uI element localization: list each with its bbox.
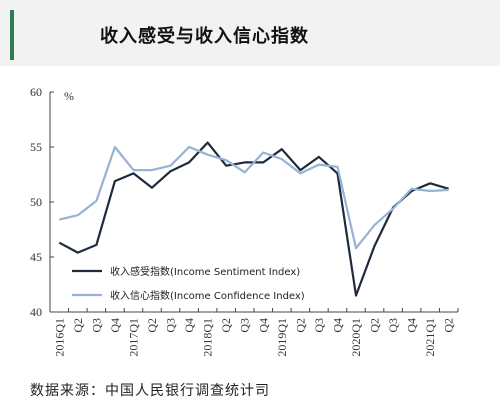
y-tick-label: 55 — [30, 140, 42, 154]
x-tick-label: Q3 — [386, 318, 400, 333]
series-line-income-confidence — [59, 145, 449, 250]
x-tick-label: 2018Q1 — [201, 318, 215, 357]
x-tick-label: 2017Q1 — [126, 318, 140, 357]
y-tick-label: 45 — [30, 250, 42, 264]
line-chart: 40 45 50 55 60 % 2016Q1 Q2 Q3 Q4 2017Q1 Q2 Q3 Q4 2018Q… — [30, 85, 459, 357]
series-layer — [58, 141, 450, 297]
x-tick-label: 2021Q1 — [423, 318, 437, 357]
x-tick-label: Q4 — [108, 318, 122, 333]
y-tick-label: 40 — [30, 305, 42, 319]
chart-axes: 40 45 50 55 60 % 2016Q1 Q2 Q3 Q4 2017Q1 Q2 Q3 Q4 2018Q… — [30, 85, 459, 357]
x-tick-label: Q3 — [238, 318, 252, 333]
x-tick-label: 2016Q1 — [52, 318, 66, 357]
x-tick-label: Q2 — [368, 318, 382, 333]
x-tick-label: Q2 — [442, 318, 456, 333]
y-unit-label: % — [64, 89, 74, 103]
x-tick-label: Q2 — [145, 318, 159, 333]
legend-entry-label: 收入信心指数(Income Confidence Index) — [110, 289, 305, 302]
x-tick-label: Q4 — [182, 318, 196, 333]
title-accent-bar — [10, 10, 14, 60]
chart-legend: 收入感受指数(Income Sentiment Index) 收入信心指数(Inc… — [72, 265, 305, 302]
x-tick-label: Q2 — [219, 318, 233, 333]
data-source-note: 数据来源：中国人民银行调查统计司 — [30, 383, 270, 399]
x-tick-label: Q4 — [330, 318, 344, 333]
x-tick-label: Q2 — [71, 318, 85, 333]
x-tick-label: Q4 — [405, 318, 419, 333]
x-tick-label: 2019Q1 — [275, 318, 289, 357]
x-tick-label: Q3 — [312, 318, 326, 333]
x-tick-label: Q3 — [89, 318, 103, 333]
y-tick-label: 60 — [30, 85, 42, 99]
x-tick-label: Q4 — [256, 318, 270, 333]
x-tick-label: 2020Q1 — [349, 318, 363, 357]
chart-title: 收入感受与收入信心指数 — [100, 26, 309, 47]
title-bar: 收入感受与收入信心指数 — [0, 0, 500, 66]
x-tick-label: Q3 — [164, 318, 178, 333]
x-tick-label: Q2 — [293, 318, 307, 333]
legend-entry-label: 收入感受指数(Income Sentiment Index) — [110, 265, 300, 278]
y-tick-label: 50 — [30, 195, 42, 209]
